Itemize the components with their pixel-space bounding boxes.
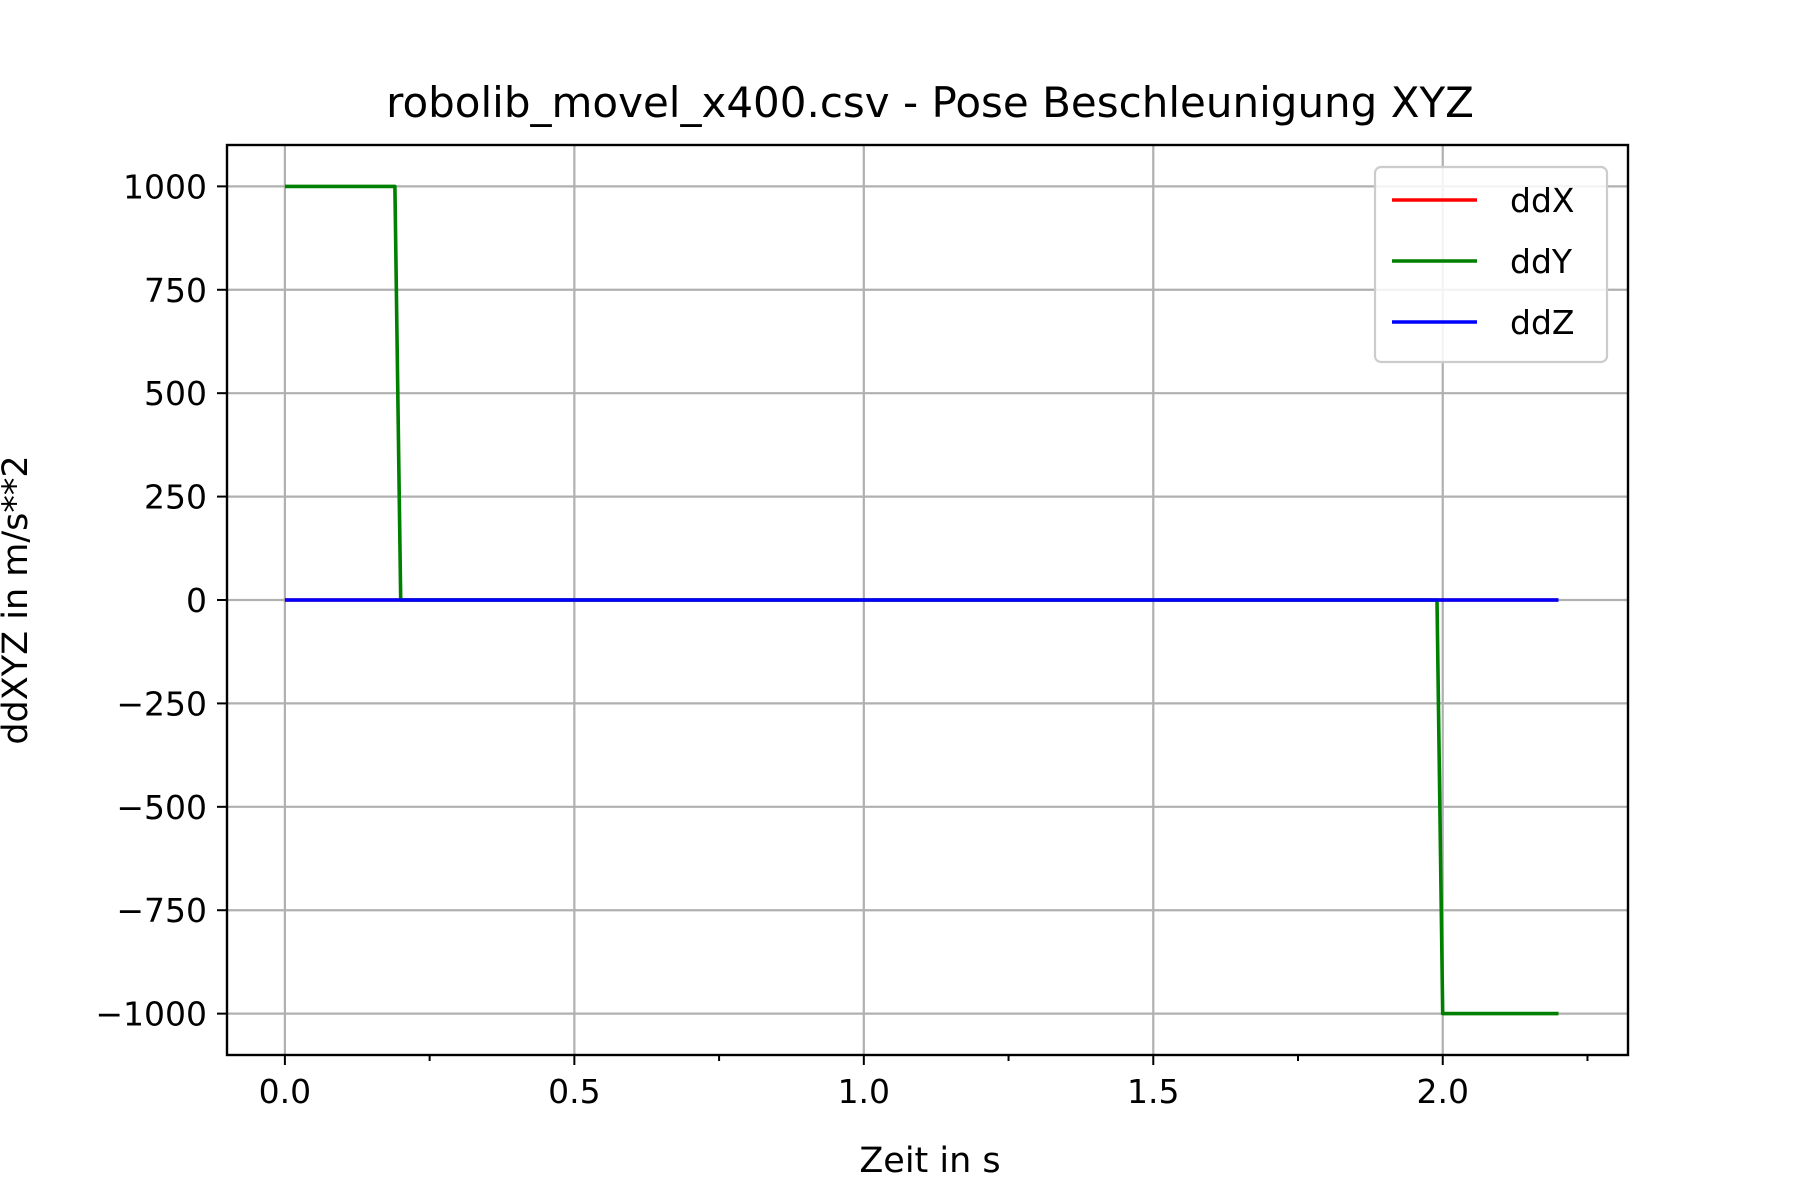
x-tick-label-3: 1.5 (1127, 1072, 1179, 1111)
y-tick-label-8: −1000 (95, 995, 207, 1034)
y-tick-label-7: −750 (116, 891, 207, 930)
y-tick-label-1: 750 (144, 271, 207, 310)
x-axis-label: Zeit in s (859, 1141, 1000, 1181)
y-tick-label-6: −500 (116, 788, 207, 827)
y-tick-label-4: 0 (186, 581, 207, 620)
y-tick-label-2: 500 (144, 374, 207, 413)
plot-series (284, 184, 1559, 1016)
y-tick-label-0: 1000 (123, 167, 207, 206)
x-tick-label-2: 1.0 (838, 1072, 890, 1111)
legend-box (1373, 165, 1609, 364)
y-tick-label-3: 250 (144, 478, 207, 517)
x-tick-label-4: 2.0 (1417, 1072, 1469, 1111)
legend-label-ddX: ddX (1510, 181, 1575, 220)
chart-title: robolib_movel_x400.csv - Pose Beschleuni… (386, 78, 1474, 127)
y-axis-label: ddXYZ in m/s**2 (0, 455, 36, 744)
x-tick-label-1: 0.5 (548, 1072, 600, 1111)
legend-label-ddZ: ddZ (1510, 303, 1575, 342)
y-tick-label-5: −250 (116, 684, 207, 723)
x-tick-label-0: 0.0 (259, 1072, 311, 1111)
legend-label-ddY: ddY (1510, 242, 1573, 281)
axis-ticks: 0.0 0.5 1.0 1.5 2.0 1000 750 500 250 0 −250 −500 −75… (95, 167, 1589, 1111)
legend: ddX ddY ddZ (1373, 165, 1609, 364)
